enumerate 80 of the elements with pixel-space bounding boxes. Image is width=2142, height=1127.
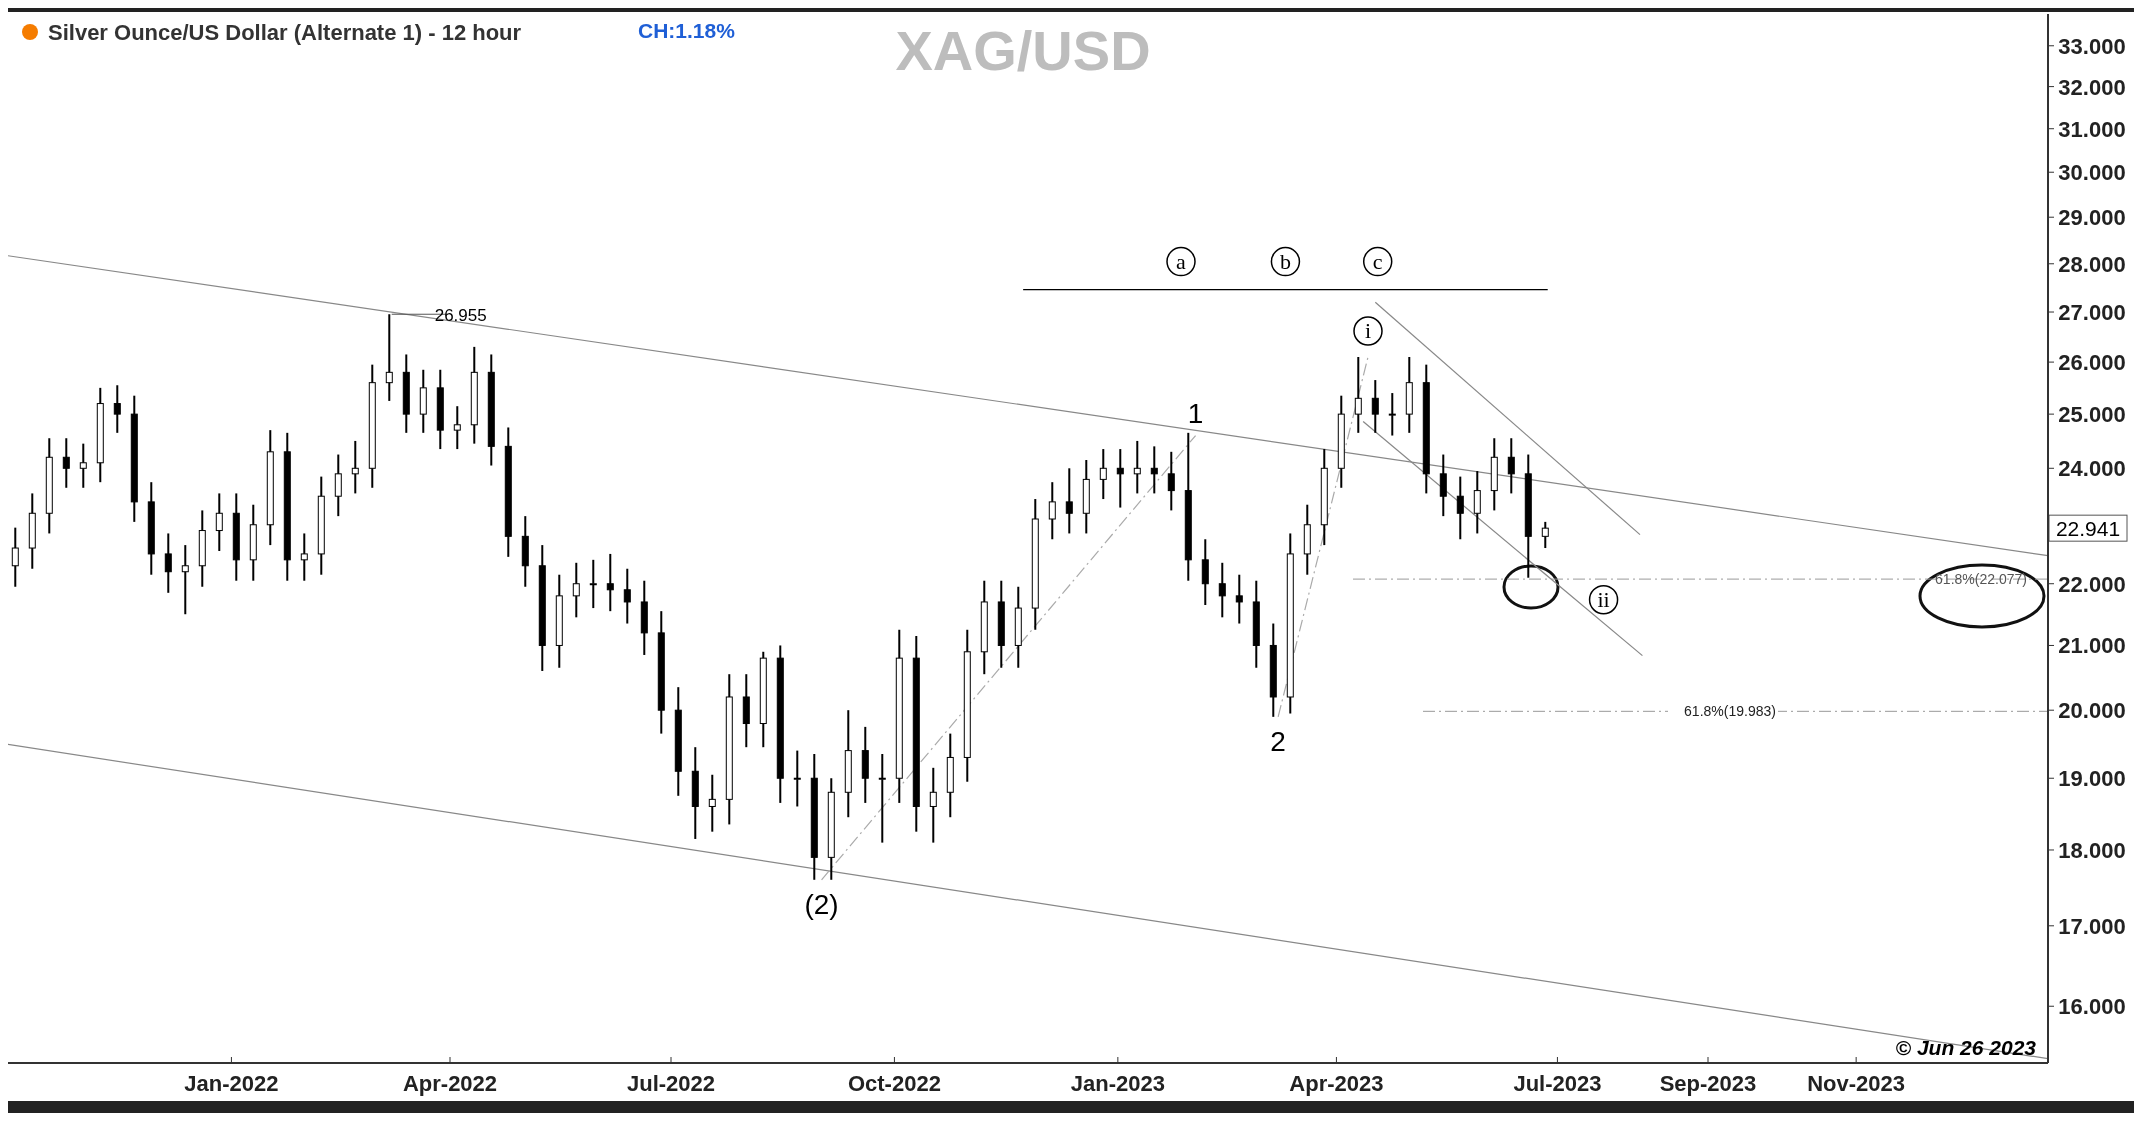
candlestick — [1065, 467, 1073, 535]
candlestick — [623, 567, 631, 625]
annotation: CH:1.18% — [638, 19, 736, 42]
candlestick — [181, 544, 189, 616]
candlestick — [1201, 538, 1209, 607]
candlestick — [164, 532, 172, 594]
y-tick-label: 22.000 — [2058, 571, 2126, 597]
text: 22.941 — [2055, 517, 2121, 541]
candlestick — [1473, 470, 1481, 535]
x-tick-label: Jul-2023 — [1513, 1071, 1602, 1096]
annotation: (2) — [804, 888, 839, 920]
candlestick — [453, 405, 461, 451]
y-tick-label: 31.000 — [2058, 116, 2126, 142]
candlestick — [929, 766, 937, 844]
y-tick-label: 16.000 — [2058, 994, 2126, 1020]
candlestick — [1541, 520, 1549, 550]
candlestick — [793, 749, 801, 808]
y-tick-label: 26.000 — [2058, 350, 2126, 376]
candlestick — [708, 773, 716, 833]
candlestick — [1218, 561, 1226, 619]
x-tick-label: Oct-2022 — [847, 1071, 941, 1096]
candlestick — [1456, 475, 1464, 541]
candlestick — [1150, 445, 1158, 495]
y-tick-label: 28.000 — [2058, 251, 2126, 277]
candlestick — [589, 558, 597, 610]
y-tick-label: 30.000 — [2058, 160, 2126, 186]
y-tick-label: 25.000 — [2058, 402, 2126, 428]
annotation: 2 — [1270, 725, 1286, 757]
annotation: 1 — [1187, 397, 1204, 429]
candlestick — [1507, 437, 1515, 495]
annotation: © Jun 26 2023 — [1895, 1036, 2037, 1059]
candlestick — [1099, 448, 1107, 501]
candlestick — [1439, 453, 1447, 518]
annotation: ii — [1597, 586, 1610, 612]
candlestick — [1048, 481, 1056, 541]
y-tick-label: 32.000 — [2058, 74, 2126, 100]
x-tick-label: Jan-2023 — [1070, 1071, 1165, 1096]
candlestick — [11, 526, 19, 588]
annotation: 26.955 — [434, 306, 487, 326]
y-tick-label: 20.000 — [2058, 698, 2126, 724]
x-tick-label: Apr-2022 — [402, 1071, 498, 1096]
y-tick-label: 33.000 — [2058, 33, 2126, 59]
y-tick-label: 21.000 — [2058, 633, 2126, 659]
candlestick — [572, 561, 580, 619]
chart-title: XAG/USD — [895, 19, 1151, 82]
candlestick — [1235, 573, 1243, 625]
x-tick-label: Apr-2023 — [1289, 1071, 1384, 1096]
candlestick — [385, 313, 393, 402]
x-tick-label: Sep-2023 — [1659, 1071, 1757, 1096]
candlestick — [79, 442, 87, 489]
y-tick-label: 19.000 — [2058, 766, 2126, 792]
annotation: c — [1372, 248, 1383, 274]
candlestick — [351, 439, 359, 495]
candlestick — [334, 453, 342, 518]
x-tick-label: Jan-2022 — [184, 1071, 279, 1096]
candlestick — [1133, 439, 1141, 495]
ref-line-label: 61.8%(22.077) — [1935, 571, 2027, 588]
candlestick — [215, 492, 223, 552]
candlestick — [1371, 379, 1379, 434]
candlestick — [606, 552, 614, 613]
y-tick-label: 18.000 — [2058, 837, 2126, 863]
x-tick-label: Nov-2023 — [1807, 1071, 1906, 1096]
candlestick — [1116, 448, 1124, 509]
x-tick-label: Jul-2022 — [626, 1071, 716, 1096]
y-tick-label: 17.000 — [2058, 913, 2126, 939]
y-tick-label: 27.000 — [2058, 300, 2126, 326]
candlestick — [300, 532, 308, 582]
ref-line-label: 61.8%(19.983) — [1684, 703, 1776, 720]
y-tick-label: 24.000 — [2058, 456, 2126, 482]
chart-subtitle: Silver Ounce/US Dollar (Alternate 1) - 12 hour — [48, 20, 522, 45]
candlestick — [1167, 450, 1175, 512]
annotation: b — [1279, 248, 1291, 274]
candlestick — [878, 753, 886, 844]
candlestick — [1388, 392, 1396, 437]
candlestick — [1354, 356, 1362, 434]
candlestick — [113, 384, 121, 434]
y-tick-label: 29.000 — [2058, 205, 2126, 231]
annotation: i — [1364, 318, 1372, 343]
annotation: a — [1176, 248, 1187, 274]
candlestick — [62, 437, 70, 489]
